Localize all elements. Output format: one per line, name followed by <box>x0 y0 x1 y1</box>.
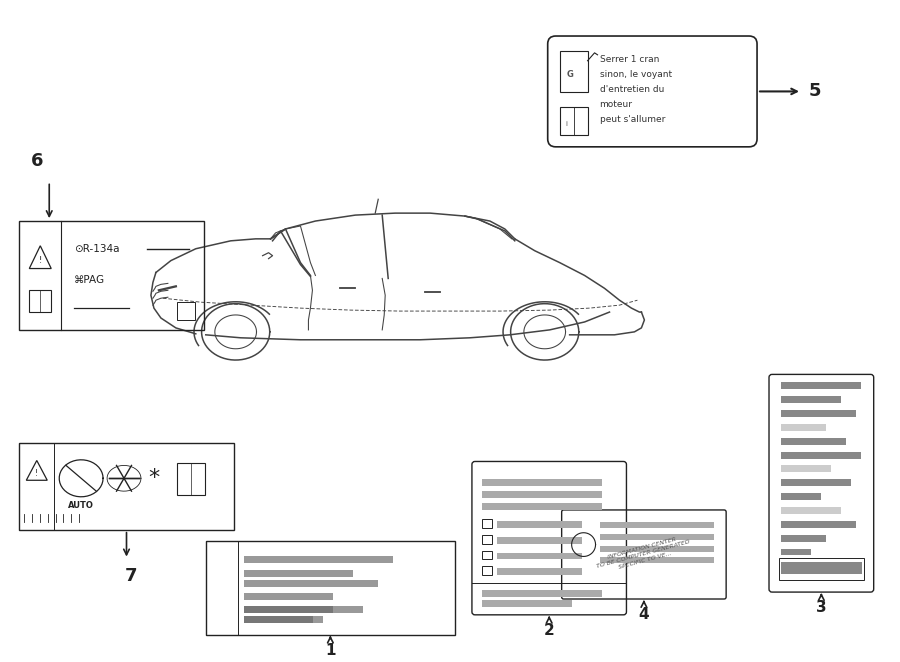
Bar <box>599 557 715 563</box>
Bar <box>781 451 860 459</box>
Text: 6: 6 <box>31 152 43 169</box>
Bar <box>781 521 856 528</box>
Bar <box>482 519 492 528</box>
Text: 5: 5 <box>809 83 822 101</box>
Text: G: G <box>566 70 573 79</box>
Bar <box>244 616 323 623</box>
Bar <box>599 545 715 551</box>
Bar <box>779 559 864 580</box>
Bar <box>482 491 601 498</box>
Text: moteur: moteur <box>599 100 633 109</box>
Bar <box>497 537 581 544</box>
Bar <box>244 616 313 623</box>
Bar <box>781 396 841 403</box>
Bar <box>599 534 715 540</box>
Text: 2: 2 <box>544 623 554 638</box>
Bar <box>482 551 492 559</box>
Bar <box>176 463 205 495</box>
Text: 7: 7 <box>125 567 138 585</box>
Bar <box>560 107 588 135</box>
Bar <box>482 600 572 607</box>
Bar <box>244 606 364 613</box>
Bar <box>781 438 846 445</box>
Bar <box>482 535 492 544</box>
Text: ⊙R-134a: ⊙R-134a <box>74 244 120 254</box>
Bar <box>176 302 194 320</box>
Bar <box>19 221 203 330</box>
Bar <box>781 410 856 417</box>
Bar <box>599 522 715 528</box>
Text: 3: 3 <box>816 600 827 615</box>
Bar <box>781 563 836 569</box>
Text: Serrer 1 cran: Serrer 1 cran <box>599 55 659 64</box>
Bar <box>244 593 333 600</box>
Text: i: i <box>565 121 568 127</box>
Bar <box>206 541 455 635</box>
Text: !: ! <box>39 256 42 265</box>
Text: *: * <box>148 468 159 489</box>
Bar <box>244 580 378 587</box>
Bar <box>497 569 581 575</box>
Bar <box>482 590 601 597</box>
Bar <box>482 567 492 575</box>
Bar <box>781 549 811 555</box>
Bar <box>244 570 354 577</box>
Bar <box>781 465 831 473</box>
Text: d'entretien du: d'entretien du <box>599 85 664 94</box>
Text: INFORMATION CENTER
TO BE COMPUTER GENERATED
SPECIFIC TO VE...: INFORMATION CENTER TO BE COMPUTER GENERA… <box>594 533 692 576</box>
Bar <box>19 443 234 530</box>
Bar <box>497 521 581 528</box>
Bar <box>30 291 51 312</box>
Bar <box>206 541 238 635</box>
Bar <box>781 479 850 486</box>
Text: 1: 1 <box>325 643 336 657</box>
Text: ⌘PAG: ⌘PAG <box>74 275 105 285</box>
Bar <box>19 443 54 530</box>
Bar <box>482 479 601 486</box>
Bar <box>244 557 393 563</box>
Bar <box>560 51 588 93</box>
Text: sinon, le voyant: sinon, le voyant <box>599 70 671 79</box>
Text: !: ! <box>35 469 39 478</box>
Bar <box>781 493 821 500</box>
Bar <box>781 424 826 431</box>
Bar <box>781 535 826 542</box>
Bar <box>482 503 601 510</box>
Bar <box>497 553 581 559</box>
Bar <box>781 563 861 574</box>
Bar <box>244 606 333 613</box>
Text: peut s'allumer: peut s'allumer <box>599 115 665 124</box>
Bar <box>781 383 860 389</box>
Text: 4: 4 <box>639 607 649 622</box>
Bar <box>781 507 841 514</box>
Text: AUTO: AUTO <box>68 502 94 510</box>
